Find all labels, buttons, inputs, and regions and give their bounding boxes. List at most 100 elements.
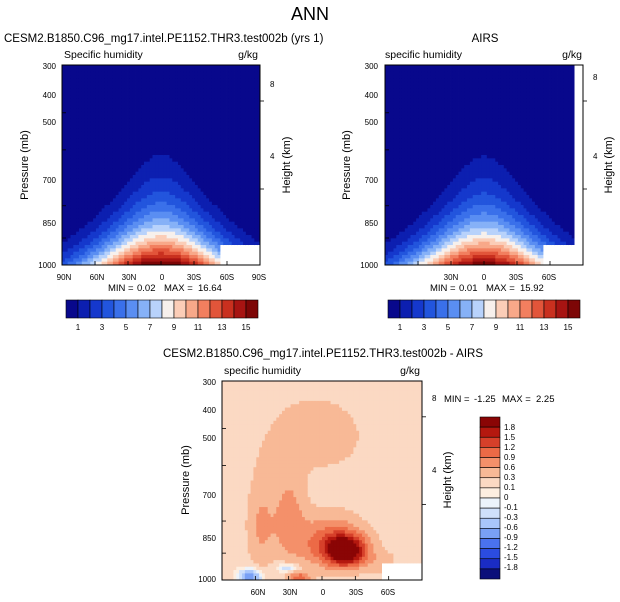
field-cell [217,115,221,119]
field-cell [231,125,235,129]
field-cell [254,81,258,86]
field-cell [149,175,153,179]
field-cell [231,231,235,236]
field-cell [175,115,179,119]
field-cell [214,225,218,229]
field-cell [132,191,136,196]
field-cell [197,105,201,109]
field-cell [217,215,221,219]
field-cell [138,135,142,139]
field-cell [396,95,400,99]
field-cell [172,178,176,183]
field-cell [240,141,244,146]
field-cell [254,225,258,229]
field-cell [144,225,148,229]
field-cell [189,148,193,153]
field-cell [177,201,182,206]
field-cell [104,128,108,133]
field-cell [127,111,131,116]
field-cell [393,151,397,156]
field-cell [84,205,88,209]
field-cell [416,258,420,263]
field-cell [186,128,190,133]
field-cell [73,158,77,163]
field-cell [194,235,199,239]
field-cell [248,68,252,73]
field-cell [180,71,185,76]
field-cell [234,98,238,103]
field-cell [234,75,238,79]
field-cell [237,135,241,139]
field-cell [416,241,420,246]
field-cell [209,65,213,69]
field-cell [385,88,389,93]
field-cell [124,88,128,93]
field-cell [410,105,414,109]
field-cell [152,105,156,109]
field-cell [410,175,414,179]
field-cell [393,198,397,203]
field-cell [416,228,420,233]
field-cell [214,118,218,123]
field-cell [393,115,397,119]
field-cell [192,125,196,129]
field-cell [223,68,227,73]
field-cell [396,115,400,119]
field-cell [84,235,88,239]
field-cell [169,185,173,189]
field-cell [172,148,176,153]
field-cell [416,95,420,99]
field-cell [390,241,394,246]
field-cell [243,168,247,173]
field-cell [129,201,134,206]
field-cell [90,111,94,116]
field-cell [404,108,409,113]
field-cell [64,228,69,233]
field-cell [166,211,170,216]
field-cell [186,138,190,143]
field-cell [84,245,88,249]
field-cell [234,178,238,183]
field-cell [387,218,392,223]
field-cell [234,148,238,153]
field-cell [200,78,204,83]
field-cell [211,118,216,123]
field-cell [158,155,162,159]
field-cell [144,161,148,166]
field-cell [73,131,77,136]
field-cell [226,88,230,93]
field-cell [410,101,414,106]
field-cell [62,118,66,123]
field-cell [206,141,210,146]
field-cell [93,191,97,196]
field-cell [248,91,252,96]
field-cell [127,195,131,199]
field-cell [217,88,221,93]
field-cell [95,98,100,103]
field-cell [237,208,241,213]
field-cell [84,131,88,136]
field-cell [407,148,411,153]
field-cell [78,248,83,253]
field-cell [243,248,247,253]
field-cell [180,261,185,266]
field-cell [237,241,241,246]
field-cell [62,115,66,119]
field-cell [115,175,119,179]
field-cell [223,181,227,186]
field-cell [129,165,134,169]
field-cell [407,78,411,83]
field-cell [146,125,151,129]
field-cell [197,245,201,249]
field-cell [220,101,224,106]
field-cell [223,225,227,229]
field-cell [206,205,210,209]
field-cell [129,245,134,249]
field-cell [84,75,88,79]
field-cell [407,128,411,133]
field-cell [413,151,417,156]
field-cell [396,241,400,246]
field-cell [129,195,134,199]
field-cell [155,211,159,216]
xtick-label: 90N [57,273,72,282]
